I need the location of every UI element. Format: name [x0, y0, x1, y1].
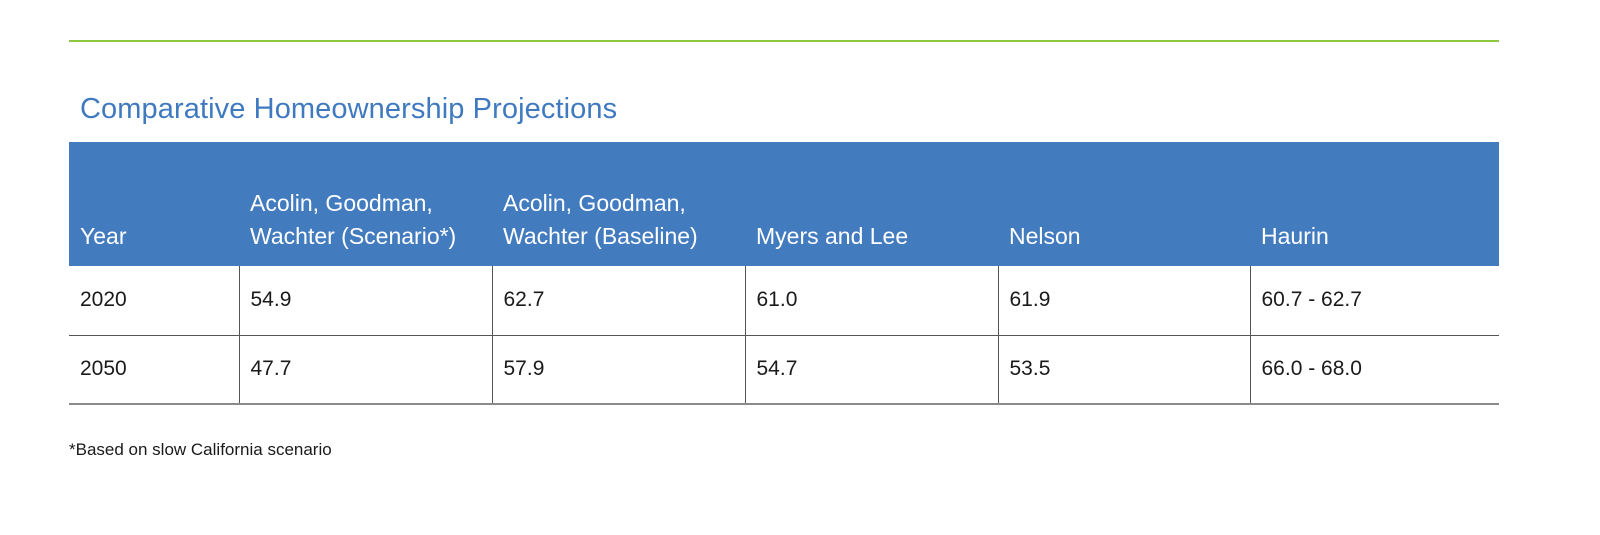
- table-cell: 53.5: [997, 335, 1250, 405]
- table-cell-year: 2050: [69, 335, 239, 405]
- table-cell: 57.9: [491, 335, 745, 405]
- column-header-haurin: Haurin: [1250, 142, 1499, 266]
- page-title: Comparative Homeownership Projections: [80, 93, 618, 126]
- table-cell-year: 2020: [69, 266, 239, 336]
- table-row: 2050 47.7 57.9 54.7 53.5 66.0 - 68.0: [69, 335, 1499, 405]
- footnote: *Based on slow California scenario: [69, 440, 332, 459]
- table-cell: 61.0: [744, 266, 998, 336]
- table-cell: 60.7 - 62.7: [1249, 266, 1499, 336]
- top-divider: [69, 40, 1499, 42]
- column-header-agw-scenario: Acolin, Goodman, Wachter (Scenario*): [239, 142, 492, 266]
- table-cell: 62.7: [491, 266, 745, 336]
- projections-table: Year Acolin, Goodman, Wachter (Scenario*…: [69, 142, 1499, 405]
- column-header-agw-baseline: Acolin, Goodman, Wachter (Baseline): [492, 142, 745, 266]
- column-header-myers-lee: Myers and Lee: [745, 142, 998, 266]
- table-cell: 47.7: [238, 335, 492, 405]
- table-cell: 66.0 - 68.0: [1249, 335, 1499, 405]
- table-header-row: Year Acolin, Goodman, Wachter (Scenario*…: [69, 142, 1499, 266]
- column-header-year: Year: [69, 142, 239, 266]
- table-cell: 54.7: [744, 335, 998, 405]
- table-cell: 54.9: [238, 266, 492, 336]
- table-cell: 61.9: [997, 266, 1250, 336]
- column-header-nelson: Nelson: [998, 142, 1250, 266]
- table-row: 2020 54.9 62.7 61.0 61.9 60.7 - 62.7: [69, 266, 1499, 336]
